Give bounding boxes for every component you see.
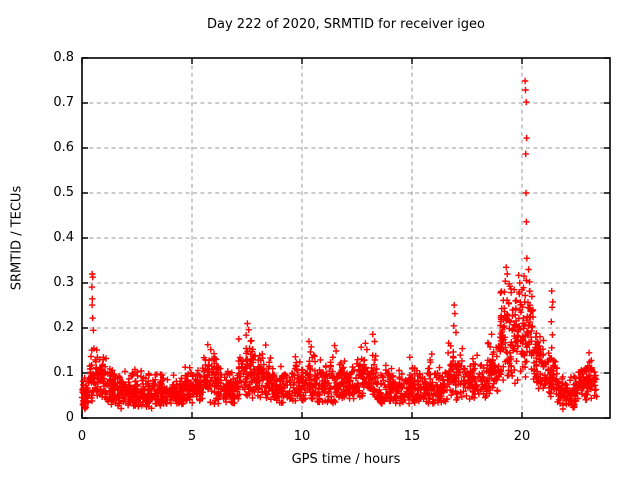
y-tick-label: 0.3	[53, 275, 74, 290]
plot-border	[81, 57, 611, 419]
x-tick-label: 10	[293, 429, 311, 444]
y-tick-label: 0.7	[53, 95, 74, 110]
x-tick-label: 15	[403, 429, 421, 444]
y-tick-label: 0.6	[53, 140, 74, 155]
y-tick-label: 0.2	[53, 320, 74, 335]
x-axis-label: GPS time / hours	[291, 452, 401, 467]
y-tick-label: 0.1	[53, 365, 74, 380]
x-tick-label: 20	[513, 429, 531, 444]
x-tick-label: 0	[77, 429, 87, 444]
y-tick-label: 0.5	[53, 185, 74, 200]
x-tick-label: 5	[187, 429, 197, 444]
chart-title: Day 222 of 2020, SRMTID for receiver ige…	[207, 17, 485, 32]
y-tick-label: 0.4	[53, 230, 74, 245]
y-tick-label: 0.8	[53, 50, 74, 65]
y-tick-label: 0	[65, 410, 74, 425]
axis-ticks	[81, 57, 610, 419]
scatter-points	[78, 77, 600, 413]
